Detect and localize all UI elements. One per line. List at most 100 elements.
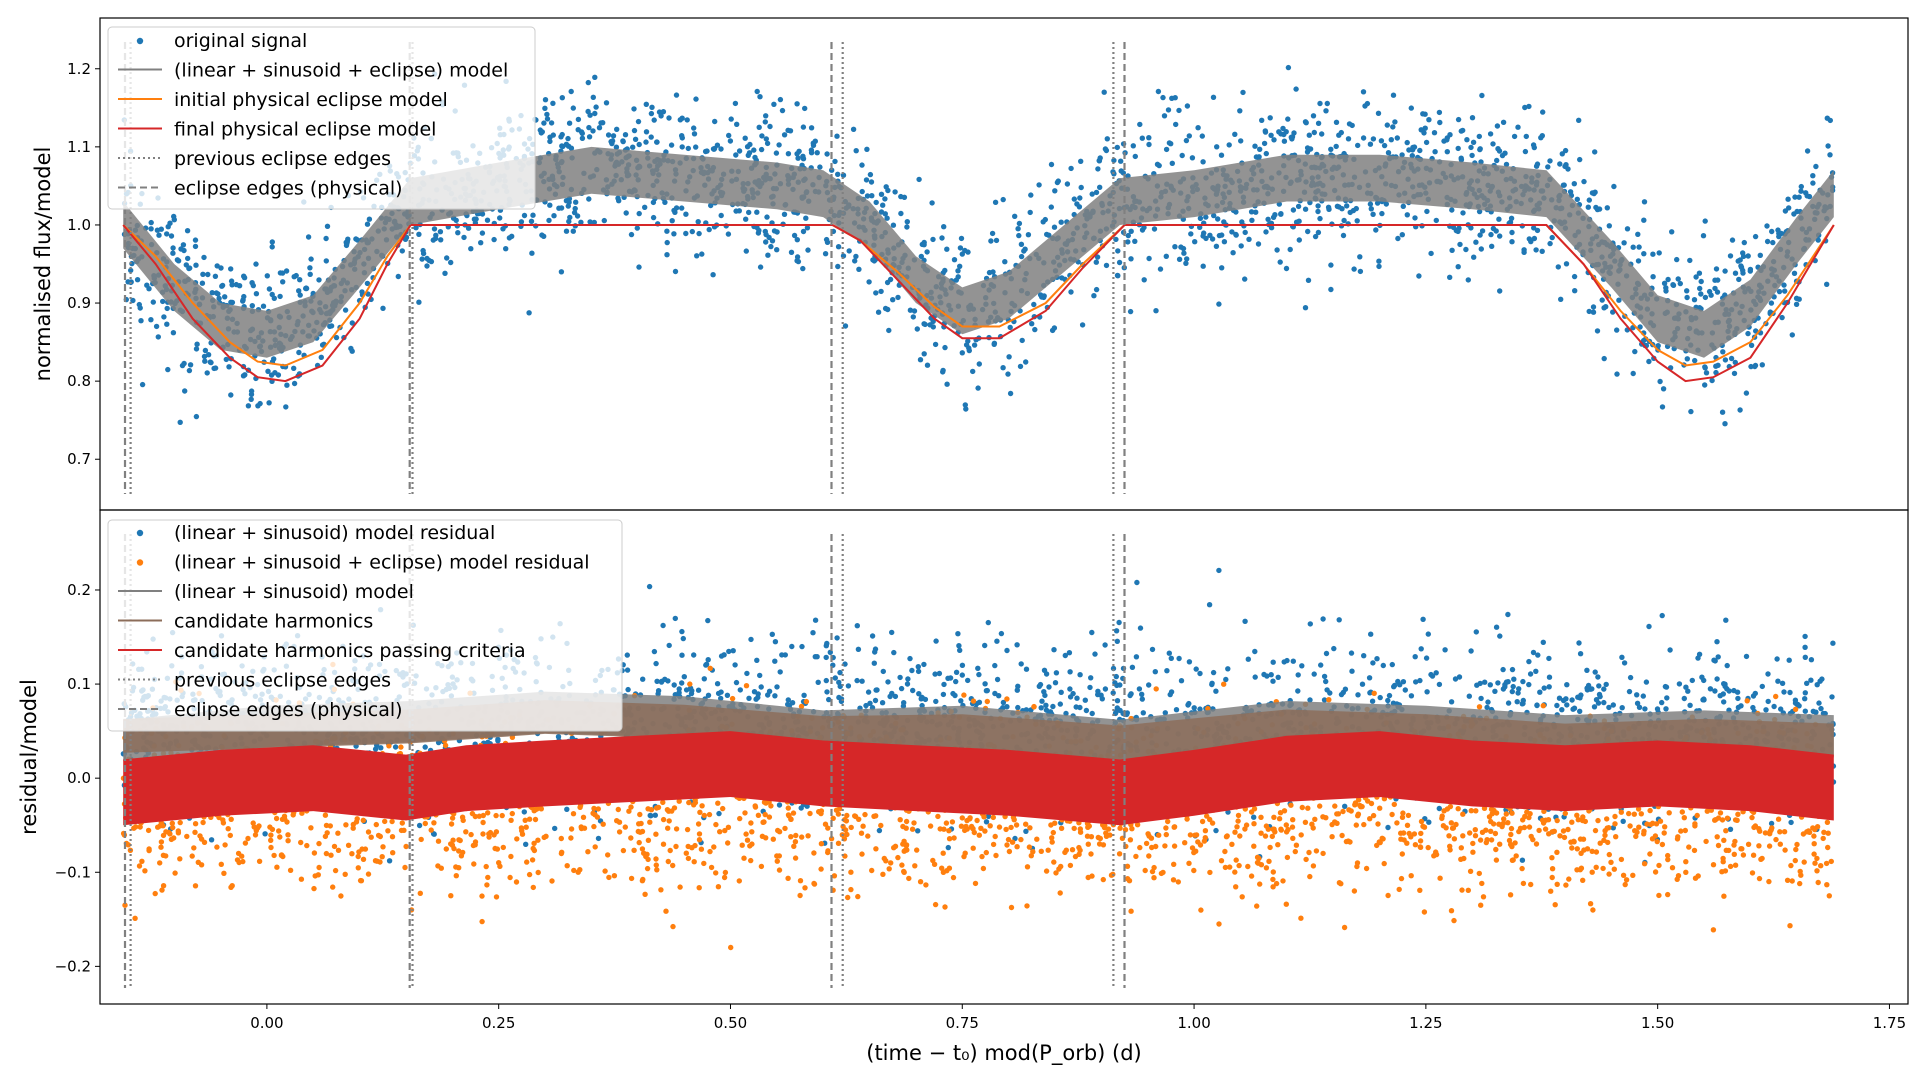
top-data-point bbox=[1511, 133, 1518, 140]
top-data-point bbox=[890, 222, 897, 228]
bottom-data-point bbox=[679, 680, 685, 686]
bottom-data-point bbox=[1466, 693, 1473, 699]
top-data-point bbox=[170, 330, 177, 336]
bottom-data-point bbox=[1778, 706, 1784, 712]
top-data-point bbox=[1172, 244, 1178, 250]
top-data-point bbox=[291, 380, 298, 387]
top-data-point bbox=[544, 116, 551, 122]
bottom-data-point bbox=[1727, 826, 1734, 832]
bottom-data-point bbox=[687, 685, 694, 691]
top-data-point bbox=[241, 275, 248, 281]
bottom-data-point bbox=[1290, 658, 1297, 664]
bottom-data-point bbox=[1802, 690, 1809, 696]
top-data-point bbox=[1534, 227, 1541, 234]
top-data-point bbox=[171, 217, 177, 223]
bottom-data-point bbox=[1540, 639, 1547, 645]
top-data-point bbox=[916, 176, 922, 183]
top-data-point bbox=[1161, 113, 1168, 119]
top-data-point bbox=[989, 230, 996, 237]
top-data-point bbox=[1490, 141, 1496, 147]
top-data-point bbox=[1378, 138, 1385, 144]
bottom-data-point bbox=[922, 696, 929, 703]
top-data-point bbox=[957, 263, 963, 269]
bottom-data-point bbox=[1724, 662, 1730, 669]
top-data-point bbox=[1630, 244, 1636, 250]
bottom-data-point bbox=[1039, 698, 1045, 704]
top-data-point bbox=[420, 247, 426, 254]
top-data-point bbox=[567, 214, 573, 221]
top-data-point bbox=[800, 124, 807, 130]
bottom-data-point bbox=[1663, 706, 1669, 712]
bottom-data-point bbox=[1368, 631, 1374, 637]
top-data-point bbox=[1557, 161, 1563, 167]
top-data-point bbox=[1477, 232, 1483, 238]
top-data-point bbox=[1390, 124, 1396, 130]
top-data-point bbox=[1127, 308, 1134, 315]
top-data-point bbox=[1702, 382, 1708, 388]
top-data-point bbox=[1700, 233, 1707, 239]
top-data-point bbox=[202, 358, 208, 364]
bottom-data-point bbox=[976, 671, 982, 678]
top-data-point bbox=[1632, 348, 1638, 355]
top-data-point bbox=[763, 239, 769, 245]
top-data-point bbox=[1345, 136, 1352, 142]
top-data-point bbox=[1538, 135, 1544, 141]
bottom-data-point bbox=[1516, 686, 1522, 692]
top-data-point bbox=[1040, 219, 1046, 225]
top-data-point bbox=[712, 118, 718, 125]
top-data-point bbox=[1376, 263, 1382, 270]
bottom-data-point bbox=[1546, 674, 1553, 680]
bottom-data-point bbox=[1380, 662, 1387, 669]
top-data-point bbox=[1404, 139, 1410, 146]
top-data-point bbox=[771, 101, 777, 108]
top-data-point bbox=[1357, 268, 1364, 275]
top-data-point bbox=[882, 196, 888, 202]
top-data-point bbox=[185, 255, 191, 262]
bottom-data-point bbox=[1264, 673, 1270, 679]
top-data-point bbox=[255, 403, 261, 409]
bottom-data-point bbox=[1083, 707, 1090, 714]
top-line-1 bbox=[122, 224, 1835, 367]
bottom-data-point bbox=[1510, 683, 1516, 690]
bottom-data-point bbox=[1128, 691, 1134, 697]
top-data-point bbox=[1692, 357, 1698, 364]
bottom-data-point bbox=[1556, 695, 1563, 701]
bottom-data-point bbox=[1197, 706, 1203, 712]
top-data-point bbox=[885, 187, 891, 194]
top-data-point bbox=[558, 134, 564, 140]
top-data-point bbox=[591, 219, 597, 226]
top-data-point bbox=[280, 279, 286, 285]
top-data-point bbox=[1315, 203, 1321, 209]
top-data-point bbox=[448, 259, 454, 266]
bottom-data-point bbox=[1436, 681, 1443, 688]
bottom-data-point bbox=[1759, 683, 1766, 690]
bottom-data-point bbox=[1134, 579, 1140, 586]
top-data-point bbox=[623, 210, 629, 216]
top-data-point bbox=[1540, 109, 1546, 115]
top-data-point bbox=[733, 152, 739, 158]
top-data-point bbox=[747, 141, 753, 148]
bottom-data-point bbox=[859, 678, 865, 684]
top-data-point bbox=[1374, 200, 1381, 206]
top-data-point bbox=[130, 297, 136, 304]
top-data-point bbox=[1824, 281, 1830, 287]
bottom-data-point bbox=[907, 655, 913, 662]
top-data-point bbox=[1288, 134, 1295, 140]
top-data-point bbox=[757, 264, 764, 270]
top-data-point bbox=[711, 145, 718, 152]
bottom-data-point bbox=[1509, 688, 1516, 695]
top-data-point bbox=[1160, 94, 1166, 101]
bottom-data-point bbox=[1331, 645, 1337, 652]
bottom-data-point bbox=[904, 681, 911, 687]
top-data-point bbox=[550, 132, 556, 138]
top-data-point bbox=[1163, 253, 1170, 259]
bottom-data-point bbox=[766, 688, 773, 694]
bottom-data-point bbox=[1338, 691, 1345, 698]
top-data-point bbox=[1077, 195, 1083, 201]
bottom-data-point bbox=[1110, 665, 1117, 672]
bottom-data-point bbox=[1077, 672, 1083, 678]
top-data-point bbox=[497, 215, 503, 221]
top-data-point bbox=[679, 135, 685, 141]
top-data-point bbox=[1091, 293, 1097, 299]
top-data-point bbox=[1052, 188, 1058, 194]
